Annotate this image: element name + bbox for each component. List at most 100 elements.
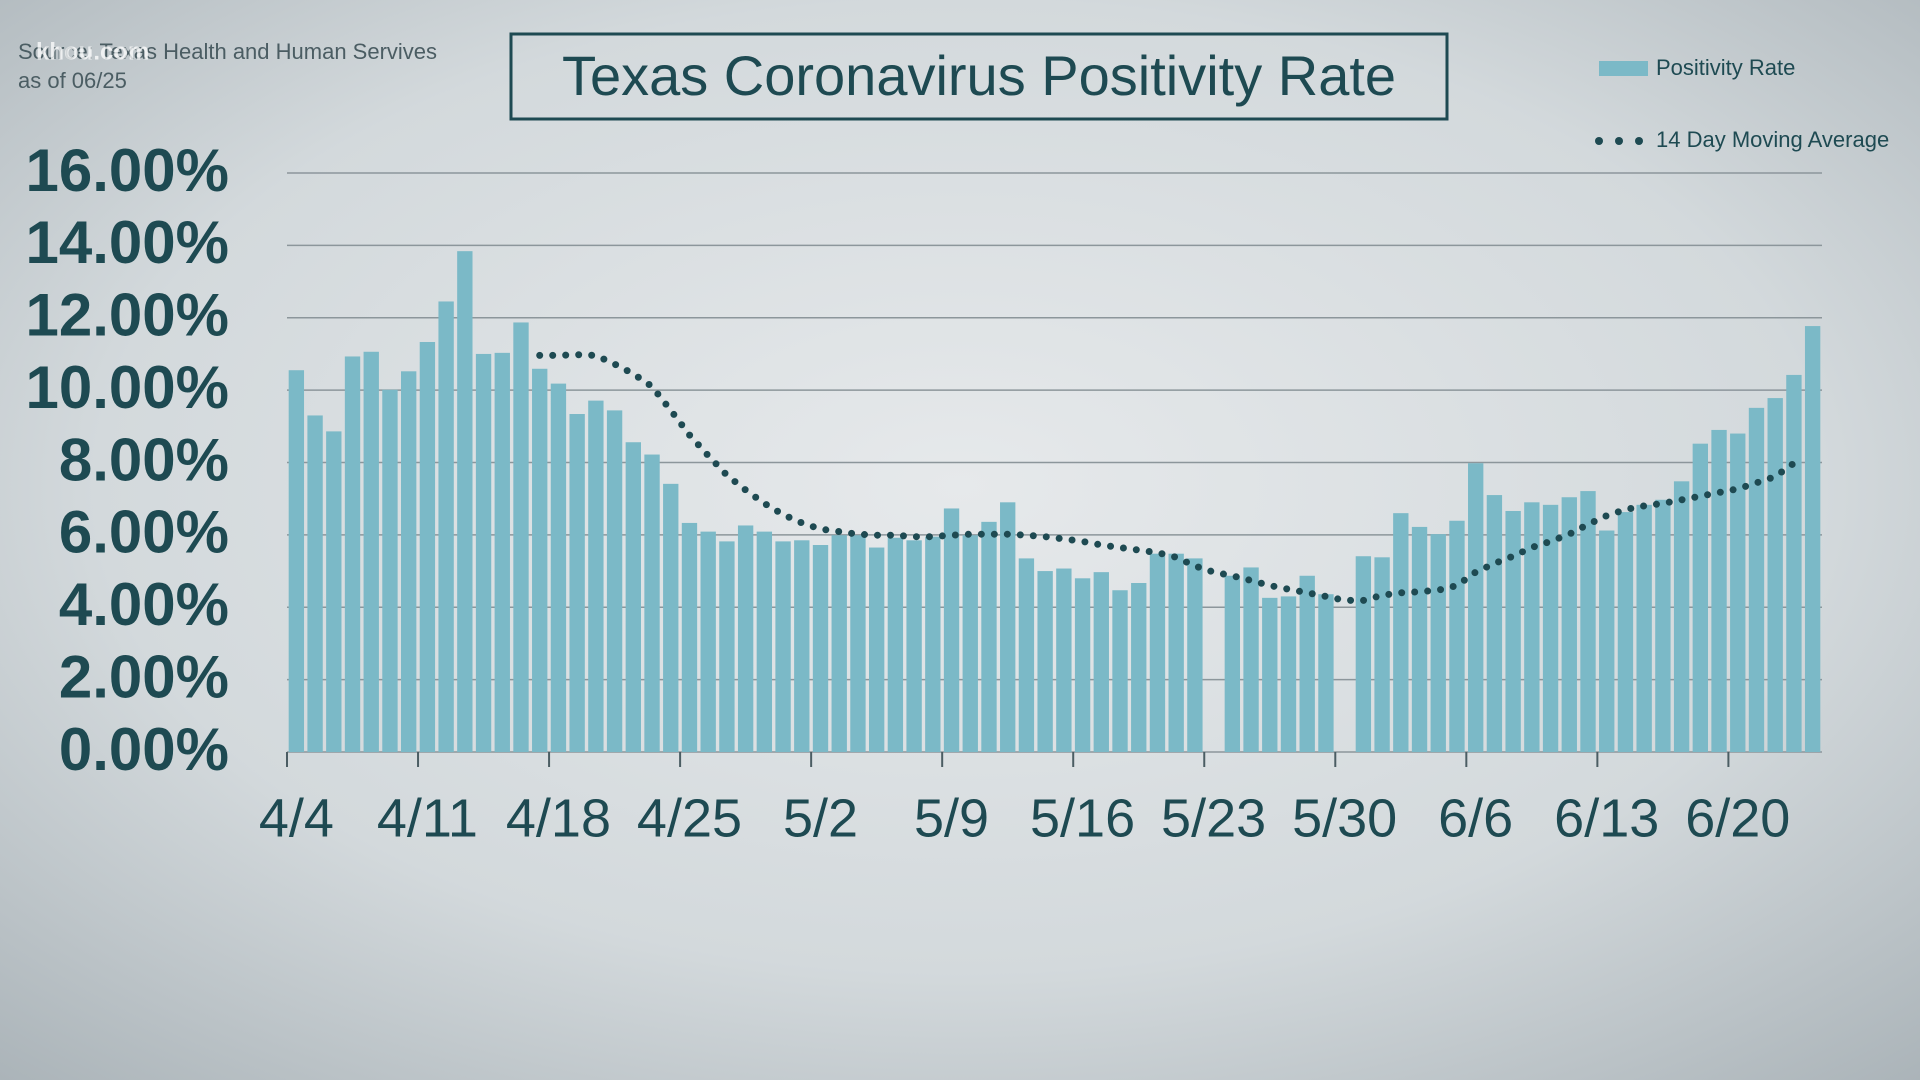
x-tick-label: 6/20 [1685, 788, 1790, 848]
watermark: khou.com [36, 38, 149, 65]
y-tick-label: 14.00% [26, 209, 230, 276]
bar [1767, 398, 1783, 752]
bar [401, 371, 417, 752]
bar [1542, 504, 1559, 752]
bar [326, 431, 342, 752]
bar [925, 536, 941, 752]
bar [1224, 575, 1241, 752]
y-tick-label: 10.00% [26, 354, 230, 421]
bar [1131, 583, 1147, 752]
legend-label: 14 Day Moving Average [1656, 127, 1889, 152]
bar [344, 356, 361, 752]
bar [1617, 512, 1634, 752]
title-box [509, 32, 1449, 121]
bar [1636, 504, 1652, 752]
bar [1599, 530, 1615, 752]
bar [1149, 553, 1166, 752]
legend: Positivity Rate 14 Day Moving Average [1595, 55, 1889, 152]
bar [457, 251, 473, 753]
bar [868, 547, 885, 752]
bar [494, 352, 510, 752]
bar [288, 370, 305, 752]
bar [644, 454, 660, 752]
bar [1299, 575, 1315, 752]
bar [981, 521, 997, 752]
bar [1000, 502, 1016, 752]
bar [1655, 499, 1671, 752]
bar [1112, 590, 1128, 752]
y-tick-label: 2.00% [59, 643, 229, 710]
bar [831, 535, 847, 752]
source-note: Source: Texas Health and Human Servives [18, 39, 437, 64]
bar [1243, 567, 1259, 752]
bar [906, 540, 922, 752]
bar [1280, 596, 1297, 752]
bar [1018, 558, 1035, 752]
bar [1748, 407, 1765, 752]
bar [1074, 578, 1091, 752]
x-tick-label: 4/18 [506, 788, 611, 848]
bar [1692, 443, 1708, 752]
bar [1374, 557, 1390, 752]
x-tick-label: 4/11 [377, 788, 478, 848]
bar [1449, 520, 1465, 752]
x-tick-label: 6/13 [1554, 788, 1659, 848]
bar [307, 415, 323, 752]
bar [569, 414, 585, 752]
bar [475, 353, 492, 752]
bar [1486, 495, 1503, 752]
bar [1093, 572, 1109, 752]
bar [513, 322, 529, 752]
bar [700, 531, 716, 752]
bar [1187, 558, 1203, 752]
bar [1411, 526, 1428, 752]
y-tick-label: 0.00% [59, 716, 229, 783]
bar [1711, 429, 1727, 752]
bar [606, 410, 623, 752]
bar [532, 368, 548, 752]
y-tick-label: 8.00% [59, 426, 229, 493]
y-tick-label: 16.00% [26, 137, 230, 204]
chart-title: Texas Coronavirus Positivity Rate [562, 44, 1396, 107]
y-tick-label: 4.00% [59, 571, 229, 638]
as-of-note: as of 06/25 [18, 68, 127, 93]
bar [756, 531, 773, 752]
bar [850, 535, 866, 752]
bar [1056, 568, 1072, 752]
moving-average-line [536, 351, 1798, 604]
bar [812, 545, 829, 752]
bar [1430, 534, 1446, 752]
legend-swatch [1599, 61, 1648, 76]
x-tick-label: 6/6 [1438, 788, 1513, 848]
bar [943, 508, 960, 752]
bar [1804, 326, 1821, 752]
bar [1673, 481, 1690, 752]
bar [550, 383, 567, 752]
bar [438, 301, 454, 752]
bar [1468, 463, 1484, 752]
bar [1561, 497, 1577, 752]
legend-dot [1635, 137, 1643, 145]
bar [681, 522, 698, 752]
bar [363, 351, 379, 752]
x-tick-label: 4/25 [637, 788, 742, 848]
bar [1168, 553, 1184, 752]
bar [794, 540, 810, 752]
legend-swatch [1595, 137, 1643, 145]
bar [962, 535, 978, 752]
bar [1730, 433, 1746, 752]
x-tick-label: 5/30 [1292, 788, 1397, 848]
bar [887, 537, 904, 752]
x-tick-label: 5/9 [914, 788, 989, 848]
bar [625, 442, 641, 752]
bar [663, 483, 679, 752]
x-tick-label: 5/2 [783, 788, 858, 848]
bar [588, 400, 604, 752]
legend-dot [1595, 137, 1603, 145]
y-tick-label: 12.00% [26, 282, 230, 349]
bar [775, 541, 791, 752]
y-tick-label: 6.00% [59, 499, 229, 566]
bar [382, 389, 398, 752]
